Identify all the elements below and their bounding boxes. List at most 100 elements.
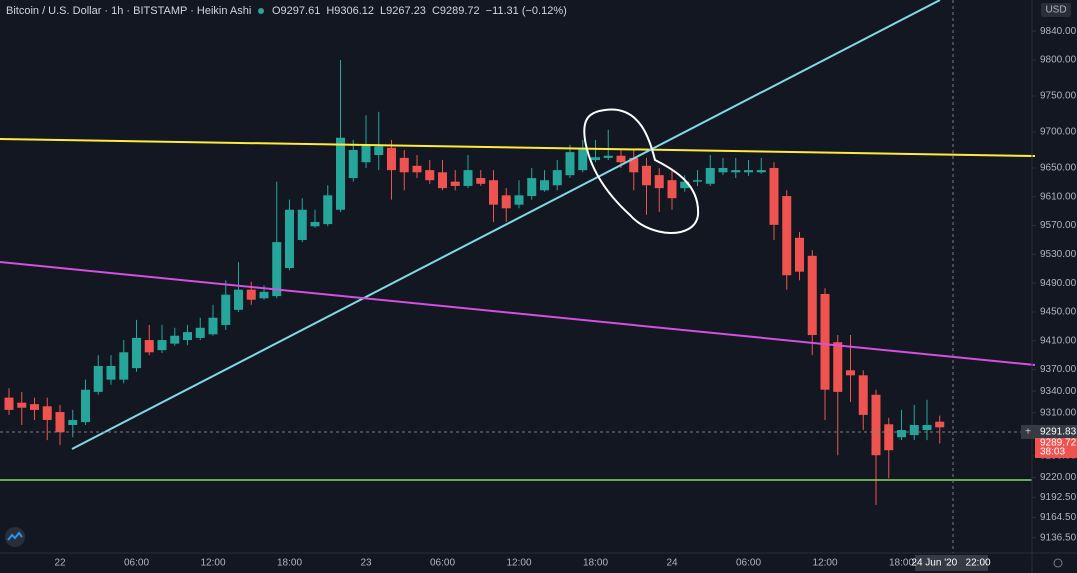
candle-body <box>769 167 779 225</box>
candle-body <box>489 180 498 205</box>
candle-body <box>591 157 600 161</box>
candle-body <box>909 425 919 436</box>
candle-body <box>693 180 702 182</box>
x-tick-label: 22 <box>54 558 66 569</box>
y-tick-label: 9700.00 <box>1040 127 1077 138</box>
candle-body <box>55 412 65 433</box>
currency: USD <box>1045 5 1066 16</box>
candle-body <box>922 425 932 431</box>
ohlc-value: L9267.23 <box>380 5 426 17</box>
candle-body <box>17 402 27 408</box>
candle-body <box>425 170 435 181</box>
candle-body <box>361 144 371 163</box>
candle-body <box>846 370 855 376</box>
candle-body <box>170 335 180 344</box>
y-tick-label: 9490.00 <box>1040 278 1077 289</box>
candle-body <box>935 421 945 428</box>
x-tick-label: 18:00 <box>277 558 302 569</box>
trendline <box>71 0 941 450</box>
candle-body <box>336 137 345 210</box>
chart-title: Bitcoin / U.S. Dollar · 1h · BITSTAMP · … <box>6 5 251 17</box>
candle-body <box>642 165 651 186</box>
settings-icon[interactable] <box>1053 558 1063 568</box>
x-tick-label: 24 <box>666 558 678 569</box>
candle-body <box>858 375 868 415</box>
y-tick-label: 9340.00 <box>1040 386 1077 397</box>
candles <box>4 59 945 505</box>
x-tick-label: 06:00 <box>124 558 149 569</box>
y-tick-label: 9650.00 <box>1040 163 1077 174</box>
x-tick-label: 18:00 <box>889 558 914 569</box>
candle-body <box>285 209 294 269</box>
candle-body <box>884 424 894 451</box>
candle-body <box>42 406 52 420</box>
candle-body <box>297 209 307 240</box>
candle-body <box>514 195 524 205</box>
crosshair-price: 9291.83 <box>1040 427 1077 438</box>
candle-body <box>30 404 39 410</box>
candle-body <box>157 340 167 351</box>
candle-body <box>756 170 766 173</box>
candle-body <box>552 170 562 186</box>
candle-body <box>527 178 537 197</box>
crosshair-time: 24 Jun '20 22:00 <box>911 558 991 569</box>
x-tick-label: 12:00 <box>812 558 837 569</box>
candle-body <box>310 221 320 227</box>
candle-body <box>782 196 792 276</box>
candle-body <box>578 147 588 171</box>
plus-button[interactable] <box>1021 425 1035 439</box>
last-price: 9289.72 <box>1040 438 1077 449</box>
y-tick-label: 9192.50 <box>1040 492 1077 503</box>
candle-body <box>387 147 396 171</box>
crosshair-price-box <box>1035 425 1077 438</box>
currency-box <box>1041 3 1071 17</box>
candle-body <box>667 180 677 199</box>
trendline <box>0 261 1036 366</box>
candle-body <box>463 170 473 186</box>
candle-body <box>501 195 511 209</box>
candle-body <box>399 157 409 173</box>
candle-body <box>208 317 218 335</box>
status-dot <box>258 8 264 14</box>
candle-body <box>820 293 830 390</box>
ohlc-value: O9297.61 <box>272 5 320 17</box>
candle-body <box>616 155 626 163</box>
y-tick-label: 9370.00 <box>1040 364 1077 375</box>
y-tick-label: 9840.00 <box>1040 26 1077 37</box>
logo-mark <box>7 531 23 541</box>
candle-body <box>795 237 804 272</box>
y-tick-label: 9570.00 <box>1040 220 1077 231</box>
candle-body <box>833 342 843 392</box>
candle-body <box>246 289 256 300</box>
candle-body <box>195 327 205 338</box>
candle-body <box>629 157 639 173</box>
y-tick-label: 9310.00 <box>1040 407 1077 418</box>
x-tick-label: 23 <box>360 558 372 569</box>
candle-body <box>718 167 728 173</box>
candle-body <box>705 167 715 184</box>
candle-body <box>897 430 906 438</box>
candle-body <box>565 152 575 176</box>
y-tick-label: 9220.00 <box>1040 472 1077 483</box>
candle-body <box>680 181 690 189</box>
candle-body <box>4 397 14 410</box>
x-tick-label: 06:00 <box>736 558 761 569</box>
candle-body <box>221 294 231 325</box>
y-tick-label: 9136.50 <box>1040 532 1077 543</box>
candle-body <box>93 365 103 392</box>
candle-body <box>731 170 741 173</box>
candle-body <box>540 180 549 191</box>
candle-body <box>323 195 333 225</box>
x-tick-label: 12:00 <box>200 558 225 569</box>
candle-body <box>450 181 460 186</box>
candle-body <box>68 419 78 426</box>
last-price-box <box>1035 438 1077 458</box>
candle-body <box>119 352 129 380</box>
candle-body <box>132 337 141 369</box>
candle-body <box>106 365 116 380</box>
y-tick-label: 9450.00 <box>1040 307 1077 318</box>
plus-icon: + <box>1025 427 1031 438</box>
ohlc-value: −11.31 (−0.12%) <box>486 5 567 17</box>
